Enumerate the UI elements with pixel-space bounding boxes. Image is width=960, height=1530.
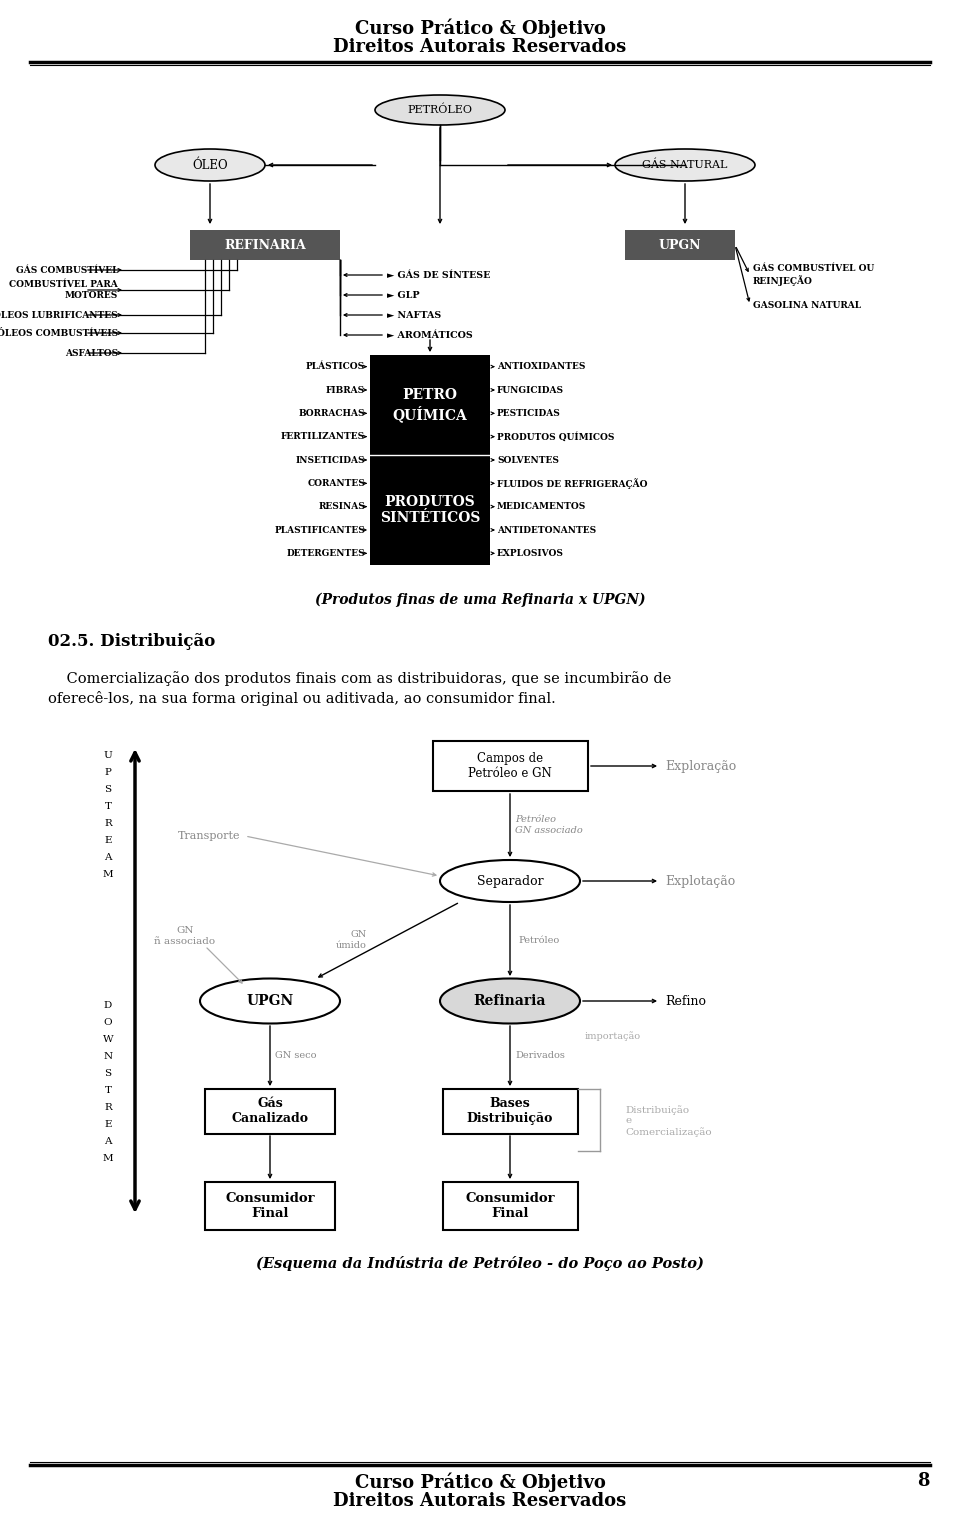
FancyBboxPatch shape [190, 230, 340, 260]
FancyBboxPatch shape [370, 355, 490, 565]
FancyBboxPatch shape [205, 1088, 335, 1134]
Text: M: M [103, 1154, 113, 1163]
Text: D: D [104, 1001, 112, 1010]
Text: Petróleo: Petróleo [518, 935, 560, 944]
Text: UPGN: UPGN [247, 994, 294, 1008]
Text: ► GÁS DE SÍNTESE: ► GÁS DE SÍNTESE [387, 271, 491, 280]
Text: Campos de
Petróleo e GN: Campos de Petróleo e GN [468, 753, 552, 780]
Text: SOLVENTES: SOLVENTES [497, 456, 559, 465]
Text: O: O [104, 1017, 112, 1027]
Text: PRODUTOS
SINTÉTICOS: PRODUTOS SINTÉTICOS [380, 494, 480, 525]
Text: GASOLINA NATURAL: GASOLINA NATURAL [753, 300, 861, 309]
Text: GÁS NATURAL: GÁS NATURAL [642, 159, 728, 170]
Text: R: R [104, 1103, 112, 1112]
Text: Explotação: Explotação [665, 875, 735, 887]
Text: N: N [104, 1053, 112, 1060]
Text: INSETICIDAS: INSETICIDAS [296, 456, 365, 465]
Text: (Produtos finas de uma Refinaria x UPGN): (Produtos finas de uma Refinaria x UPGN) [315, 594, 645, 607]
Text: GN seco: GN seco [275, 1051, 317, 1060]
Text: PLASTIFICANTES: PLASTIFICANTES [275, 525, 365, 534]
Text: E: E [105, 835, 111, 845]
Text: T: T [105, 802, 111, 811]
Text: T: T [105, 1086, 111, 1095]
Text: GÁS COMBUSTÍVEL: GÁS COMBUSTÍVEL [15, 266, 118, 274]
Ellipse shape [155, 148, 265, 181]
Text: REFINARIA: REFINARIA [224, 239, 306, 251]
Text: U: U [104, 751, 112, 760]
Text: A: A [105, 854, 111, 861]
Text: Curso Prático & Objetivo: Curso Prático & Objetivo [354, 1472, 606, 1492]
Text: FIBRAS: FIBRAS [325, 386, 365, 395]
Text: PLÁSTICOS: PLÁSTICOS [306, 363, 365, 372]
Text: COMBUSTÍVEL PARA
MOTORES: COMBUSTÍVEL PARA MOTORES [10, 280, 118, 300]
Text: Distribuição
e
Comercialização: Distribuição e Comercialização [625, 1105, 711, 1137]
Text: Gás
Canalizado: Gás Canalizado [231, 1097, 308, 1125]
Text: Curso Prático & Objetivo: Curso Prático & Objetivo [354, 18, 606, 38]
Text: MEDICAMENTOS: MEDICAMENTOS [497, 502, 587, 511]
Text: PESTICIDAS: PESTICIDAS [497, 409, 561, 418]
Text: W: W [103, 1034, 113, 1043]
Text: E: E [105, 1120, 111, 1129]
Text: CORANTES: CORANTES [307, 479, 365, 488]
Text: PETRO
QUÍMICA: PETRO QUÍMICA [393, 389, 468, 422]
Text: FUNGICIDAS: FUNGICIDAS [497, 386, 564, 395]
Text: 02.5. Distribuição: 02.5. Distribuição [48, 633, 215, 650]
Text: M: M [103, 871, 113, 880]
Text: PRODUTOS QUÍMICOS: PRODUTOS QUÍMICOS [497, 431, 614, 442]
Text: (Esquema da Indústria de Petróleo - do Poço ao Posto): (Esquema da Indústria de Petróleo - do P… [256, 1256, 704, 1271]
Text: Direitos Autorais Reservados: Direitos Autorais Reservados [333, 1492, 627, 1510]
Text: importação: importação [585, 1031, 641, 1040]
FancyBboxPatch shape [205, 1183, 335, 1230]
Text: Derivados: Derivados [515, 1051, 564, 1060]
Text: R: R [104, 819, 112, 828]
Text: P: P [105, 768, 111, 777]
Text: Refinaria: Refinaria [473, 994, 546, 1008]
Text: Bases
Distribuição: Bases Distribuição [467, 1097, 553, 1125]
Ellipse shape [440, 860, 580, 903]
Text: ANTIDETONANTES: ANTIDETONANTES [497, 525, 596, 534]
Text: DETERGENTES: DETERGENTES [286, 549, 365, 558]
Text: GÁS COMBUSTÍVEL OU
REINJEÇÃO: GÁS COMBUSTÍVEL OU REINJEÇÃO [753, 265, 875, 286]
Text: oferecê-los, na sua forma original ou aditivada, ao consumidor final.: oferecê-los, na sua forma original ou ad… [48, 692, 556, 705]
Text: Petróleo
GN associado: Petróleo GN associado [515, 815, 583, 835]
Text: Consumidor
Final: Consumidor Final [226, 1192, 315, 1219]
FancyBboxPatch shape [625, 230, 735, 260]
Ellipse shape [200, 979, 340, 1024]
Text: GN
úmido: GN úmido [336, 930, 367, 950]
Text: PETRÓLEO: PETRÓLEO [407, 104, 472, 115]
Text: ► AROMÁTICOS: ► AROMÁTICOS [387, 330, 472, 340]
FancyBboxPatch shape [443, 1183, 578, 1230]
Ellipse shape [375, 95, 505, 125]
Text: Exploração: Exploração [665, 759, 736, 773]
Text: 8: 8 [918, 1472, 930, 1490]
Ellipse shape [440, 979, 580, 1024]
Text: Transporte: Transporte [178, 831, 240, 842]
Text: BORRACHAS: BORRACHAS [299, 409, 365, 418]
Ellipse shape [615, 148, 755, 181]
Text: A: A [105, 1137, 111, 1146]
Text: ► NAFTAS: ► NAFTAS [387, 311, 442, 320]
Text: ÓLEOS LUBRIFICANTES: ÓLEOS LUBRIFICANTES [0, 311, 118, 320]
Text: ASFALTOS: ASFALTOS [65, 349, 118, 358]
Text: S: S [105, 785, 111, 794]
Text: FLUIDOS DE REFRIGERAÇÃO: FLUIDOS DE REFRIGERAÇÃO [497, 477, 647, 488]
Text: ANTIOXIDANTES: ANTIOXIDANTES [497, 363, 586, 372]
Text: ÓLEOS COMBUSTÍVEIS: ÓLEOS COMBUSTÍVEIS [0, 329, 118, 338]
Text: EXPLOSIVOS: EXPLOSIVOS [497, 549, 564, 558]
Text: S: S [105, 1069, 111, 1079]
Text: Direitos Autorais Reservados: Direitos Autorais Reservados [333, 38, 627, 57]
Text: GN
ñ associado: GN ñ associado [155, 926, 216, 946]
Text: Separador: Separador [477, 875, 543, 887]
Text: Comercialização dos produtos finais com as distribuidoras, que se incumbirão de: Comercialização dos produtos finais com … [48, 672, 671, 685]
Text: UPGN: UPGN [659, 239, 701, 251]
Text: ► GLP: ► GLP [387, 291, 420, 300]
Text: Consumidor
Final: Consumidor Final [466, 1192, 555, 1219]
Text: RESINAS: RESINAS [319, 502, 365, 511]
Text: Refino: Refino [665, 994, 706, 1007]
FancyBboxPatch shape [443, 1088, 578, 1134]
FancyBboxPatch shape [433, 741, 588, 791]
Text: FERTILIZANTES: FERTILIZANTES [281, 431, 365, 441]
Text: ÓLEO: ÓLEO [192, 159, 228, 171]
